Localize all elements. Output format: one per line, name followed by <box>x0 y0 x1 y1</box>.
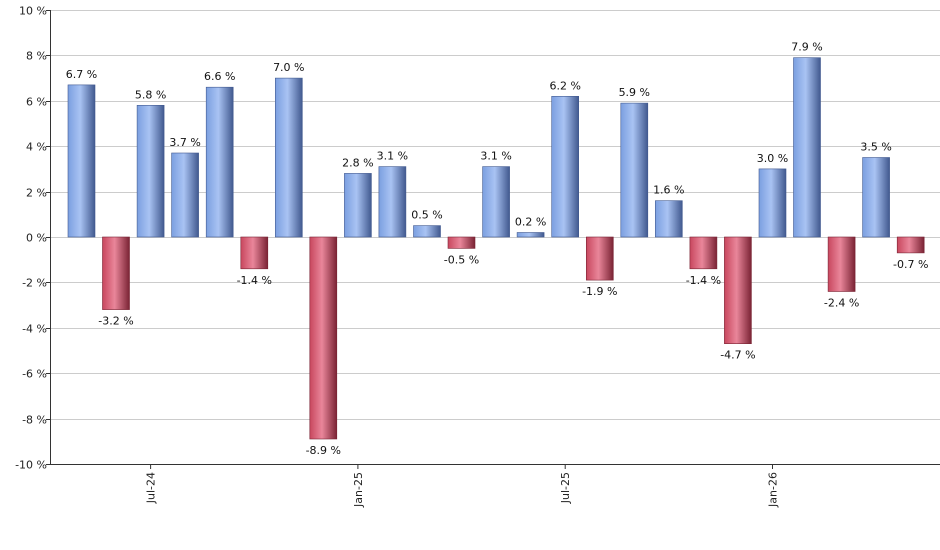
data-label: 7.0 % <box>273 61 304 74</box>
data-label: -1.4 % <box>237 274 272 287</box>
data-label: -1.4 % <box>686 274 721 287</box>
data-label: 3.7 % <box>169 136 200 149</box>
bar-positive <box>274 77 303 238</box>
bar-negative <box>827 236 856 292</box>
data-label: 2.8 % <box>342 156 373 169</box>
y-axis-tick-labels: -10 % -8 % -6 % -4 % -2 % 0 % 2 % 4 % 6 % 8 % 10 % <box>15 5 47 472</box>
bar-positive <box>344 173 372 238</box>
bar-positive <box>516 232 545 238</box>
data-label: -4.7 % <box>720 349 755 362</box>
y-tick-label: 6 % <box>26 96 47 109</box>
data-label: -8.9 % <box>306 444 341 457</box>
data-label: 3.1 % <box>480 150 511 163</box>
data-label: 5.8 % <box>135 88 166 101</box>
data-label: 7.9 % <box>791 41 822 54</box>
bar-positive <box>413 225 441 238</box>
x-tick-label: Jul-24 <box>145 472 158 504</box>
y-tick-label: -10 % <box>15 459 47 472</box>
bar-positive <box>551 96 580 238</box>
bar-negative <box>447 236 476 249</box>
bar-positive <box>136 105 165 238</box>
x-axis-tick-labels: Jul-24 Jan-25 Jul-25 Jan-26 <box>145 464 780 508</box>
bar-positive <box>482 166 510 238</box>
y-tick-label: -4 % <box>22 323 47 336</box>
bar-negative <box>585 236 614 281</box>
axes <box>50 10 940 465</box>
data-label: -1.9 % <box>582 285 617 298</box>
data-label: 6.2 % <box>549 79 580 92</box>
x-tick-label: Jan-26 <box>767 472 780 508</box>
y-tick-label: 4 % <box>26 141 47 154</box>
data-label: 0.2 % <box>515 216 546 229</box>
bar-positive <box>67 84 96 238</box>
bar-positive <box>620 102 649 238</box>
data-label: -0.7 % <box>893 258 928 271</box>
bars <box>67 57 925 440</box>
y-tick-label: 2 % <box>26 187 47 200</box>
bar-negative <box>896 236 925 254</box>
bar-negative <box>102 236 130 310</box>
bar-negative <box>724 236 752 344</box>
bar-negative <box>240 236 269 270</box>
data-label: 0.5 % <box>411 209 442 222</box>
data-label: 5.9 % <box>619 86 650 99</box>
data-label: 3.5 % <box>860 141 891 154</box>
bar-positive <box>862 157 890 238</box>
y-tick-label: 10 % <box>19 5 47 18</box>
data-label: 6.7 % <box>66 68 97 81</box>
data-label: 1.6 % <box>653 184 684 197</box>
x-tick-label: Jan-25 <box>352 472 365 508</box>
y-tick-label: 8 % <box>26 50 47 63</box>
data-label: 6.6 % <box>204 70 235 83</box>
bar-negative <box>689 236 718 270</box>
bar-positive <box>758 168 787 238</box>
data-label: -3.2 % <box>98 315 133 328</box>
bar-positive <box>654 200 683 238</box>
data-label: -2.4 % <box>824 297 859 310</box>
data-label: 3.0 % <box>757 152 788 165</box>
x-tick-label: Jul-25 <box>559 472 572 504</box>
y-tick-label: -8 % <box>22 414 47 427</box>
y-tick-label: -6 % <box>22 368 47 381</box>
data-label: -0.5 % <box>444 253 479 266</box>
bar-negative <box>309 236 338 440</box>
y-tick-label: -2 % <box>22 277 47 290</box>
bar-positive <box>205 86 234 238</box>
y-tick-label: 0 % <box>26 232 47 245</box>
data-label: 3.1 % <box>377 150 408 163</box>
data-labels: 6.7 % -3.2 % 5.8 % 3.7 % 6.6 % -1.4 % 7.0 % -8.… <box>66 41 929 457</box>
bar-positive <box>378 166 407 238</box>
bar-positive <box>171 152 199 238</box>
bar-positive <box>793 57 821 238</box>
